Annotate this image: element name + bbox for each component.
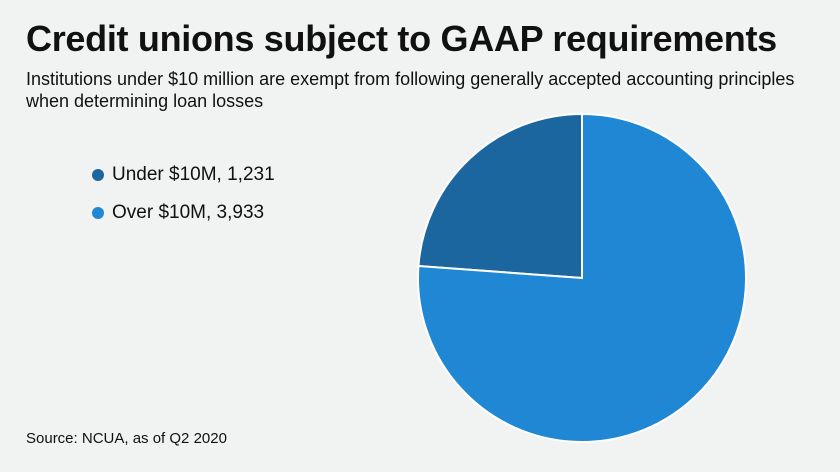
legend-swatch-under-10m bbox=[92, 169, 104, 181]
chart-subtitle: Institutions under $10 million are exemp… bbox=[26, 69, 795, 111]
legend-label-over-10m: Over $10M, 3,933 bbox=[112, 202, 265, 223]
legend-item-over-10m: Over $10M, 3,933 bbox=[92, 200, 275, 226]
legend: Under $10M, 1,231 Over $10M, 3,933 bbox=[92, 162, 275, 238]
legend-label-under-10m: Under $10M, 1,231 bbox=[112, 164, 275, 185]
chart-title: Credit unions subject to GAAP requiremen… bbox=[26, 18, 777, 59]
pie-slice-over-10m bbox=[417, 112, 747, 443]
source-note: Source: NCUA, as of Q2 2020 bbox=[26, 430, 227, 447]
legend-item-under-10m: Under $10M, 1,231 bbox=[92, 162, 275, 188]
pie-slice-under-10m bbox=[417, 112, 583, 280]
pie-chart bbox=[417, 112, 747, 443]
legend-swatch-over-10m bbox=[92, 207, 104, 219]
